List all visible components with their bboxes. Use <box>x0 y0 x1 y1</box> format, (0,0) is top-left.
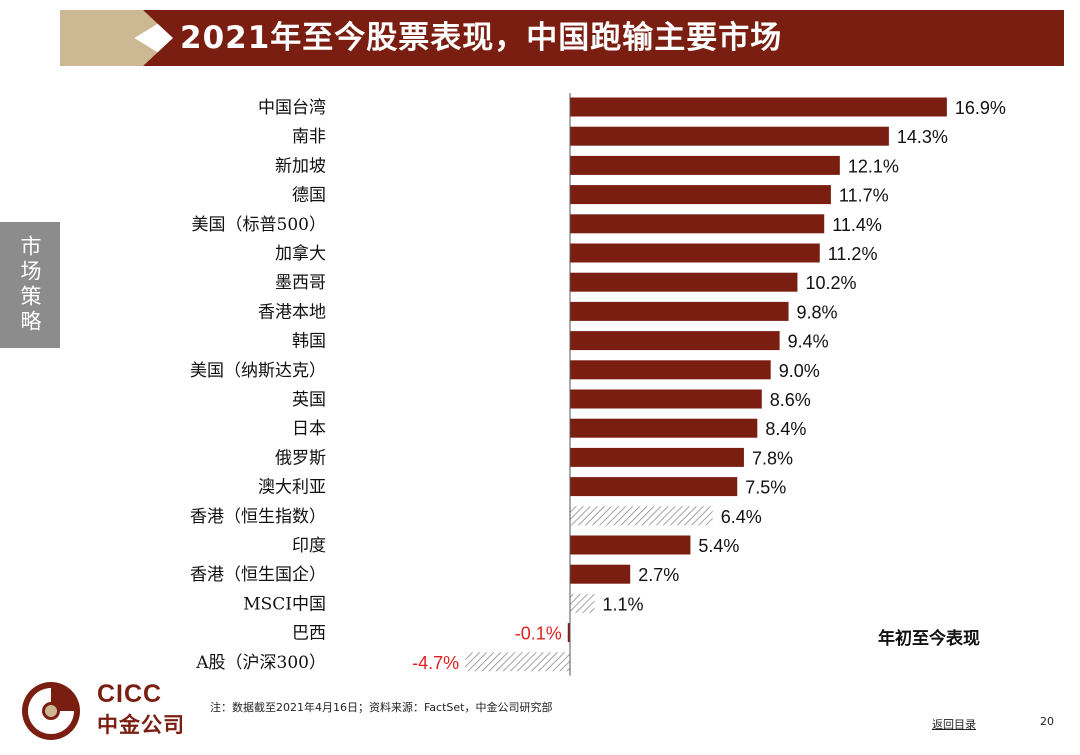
category-label: 墨西哥 <box>275 273 326 293</box>
series-legend: 年初至今表现 <box>878 629 980 649</box>
bar <box>570 331 780 351</box>
category-label: 美国（标普500） <box>192 215 326 235</box>
category-label: 香港（恒生指数） <box>190 507 326 527</box>
bar <box>570 564 631 584</box>
page-title: 2021年至今股票表现，中国跑输主要市场 <box>180 20 783 56</box>
bar-chart: 中国台湾 16.9% 南非 14.3% 新加坡 12.1% 德国 11.7% 美国（标普500）… <box>190 93 1006 676</box>
category-label: 英国 <box>292 390 326 410</box>
title-banner <box>143 10 1064 66</box>
category-label: 印度 <box>292 536 326 556</box>
category-label: 南非 <box>292 127 326 147</box>
bar <box>570 389 762 409</box>
data-label: 12.1% <box>848 156 899 176</box>
bar <box>570 126 889 146</box>
data-label: 1.1% <box>603 594 644 614</box>
section-tab[interactable]: 市场策略 <box>0 222 60 348</box>
data-label: 9.0% <box>779 361 820 381</box>
category-label: 日本 <box>292 419 326 439</box>
category-label: 中国台湾 <box>258 98 326 118</box>
bar <box>570 506 713 526</box>
bar <box>570 301 789 321</box>
category-label: A股（沪深300） <box>195 653 326 673</box>
data-label: 11.4% <box>832 215 882 235</box>
logo-text-cn: 中金公司 <box>97 713 185 737</box>
bar <box>570 243 820 263</box>
category-label: 美国（纳斯达克） <box>190 361 326 381</box>
logo-text-en: CICC <box>97 680 163 708</box>
bar <box>465 652 570 672</box>
bar <box>570 185 831 205</box>
data-label: -0.1% <box>515 624 562 644</box>
bar <box>570 97 947 117</box>
bar <box>567 623 570 643</box>
bar <box>570 214 825 234</box>
source-footnote: 注：数据截至2021年4月16日；资料来源：FactSet，中金公司研究部 <box>210 701 553 714</box>
data-label: 7.5% <box>745 478 786 498</box>
data-label: 10.2% <box>805 273 856 293</box>
category-label: 澳大利亚 <box>258 478 326 498</box>
bar <box>570 272 798 292</box>
bar <box>570 360 771 380</box>
back-to-contents-link[interactable]: 返回目录 <box>932 718 976 731</box>
data-label: 5.4% <box>698 536 739 556</box>
data-label: 11.2% <box>828 244 878 264</box>
bar <box>570 535 691 555</box>
data-label: 9.4% <box>788 332 829 352</box>
category-label: 香港（恒生国企） <box>190 565 326 585</box>
category-label: 巴西 <box>292 624 326 644</box>
section-tab-label: 市场策略 <box>18 235 42 335</box>
data-label: 2.7% <box>638 565 679 585</box>
cicc-logo-icon <box>22 682 80 740</box>
bar <box>570 593 595 613</box>
bar <box>570 155 840 175</box>
data-label: 9.8% <box>797 302 838 322</box>
bar <box>570 418 758 438</box>
data-label: 6.4% <box>721 507 762 527</box>
data-label: 7.8% <box>752 448 793 468</box>
data-label: -4.7% <box>412 653 459 673</box>
category-label: 加拿大 <box>275 243 326 264</box>
bar <box>570 447 744 467</box>
data-label: 16.9% <box>955 98 1006 118</box>
data-label: 8.6% <box>770 390 811 410</box>
data-label: 14.3% <box>897 127 948 147</box>
bar <box>570 477 738 497</box>
page-number: 20 <box>1040 715 1054 728</box>
data-label: 8.4% <box>765 419 806 439</box>
data-label: 11.7% <box>839 186 889 206</box>
category-label: 俄罗斯 <box>275 448 326 468</box>
category-label: 香港本地 <box>258 302 326 322</box>
category-label: MSCI中国 <box>243 594 326 614</box>
category-label: 韩国 <box>292 332 326 352</box>
category-label: 德国 <box>292 186 326 206</box>
category-label: 新加坡 <box>275 156 326 176</box>
